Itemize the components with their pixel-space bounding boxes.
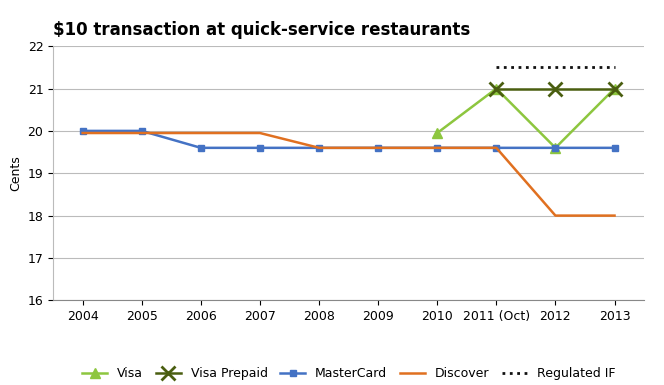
- Text: $10 transaction at quick-service restaurants: $10 transaction at quick-service restaur…: [53, 21, 470, 39]
- Legend: Visa, Visa Prepaid, MasterCard, Discover, Regulated IF: Visa, Visa Prepaid, MasterCard, Discover…: [77, 362, 620, 385]
- Y-axis label: Cents: Cents: [9, 156, 22, 191]
